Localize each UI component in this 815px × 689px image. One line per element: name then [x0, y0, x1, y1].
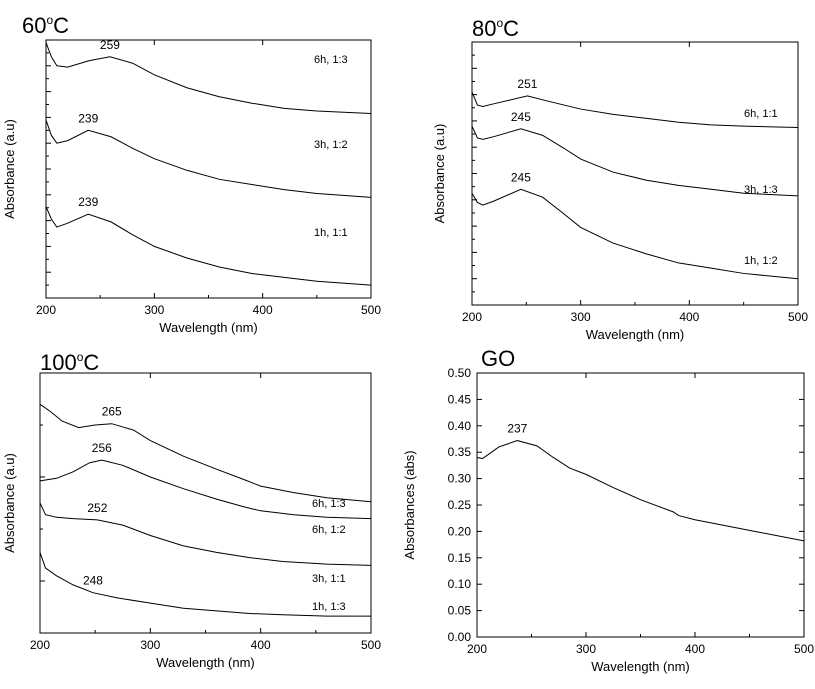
y-tick-label: 0.20 — [448, 524, 472, 538]
peak-label: 256 — [92, 441, 112, 455]
y-tick-label: 0.25 — [448, 498, 472, 512]
peak-label: 237 — [507, 422, 527, 436]
x-tick-label: 200 — [467, 642, 487, 656]
chart-panel-3: GO 200 300 400 500 0.00 0.05 0.10 0.15 0.20 0.25 0.… — [402, 346, 814, 674]
y-axis-label: Absorbance (a.u) — [2, 453, 17, 553]
x-axis-label: Wavelength (nm) — [591, 659, 690, 674]
series-label: 3h, 1:1 — [312, 573, 346, 585]
y-tick-label: 0.50 — [448, 366, 472, 380]
y-axis-label: Absorbances (abs) — [402, 450, 417, 559]
x-tick-label: 500 — [788, 310, 808, 324]
series-label: 1h, 1:1 — [314, 227, 348, 239]
x-tick-label: 400 — [253, 303, 273, 317]
series-line — [45, 119, 372, 198]
panel-title: GO — [481, 346, 515, 371]
panel-title-degree: o — [77, 350, 84, 364]
x-tick-label: 500 — [361, 638, 381, 652]
panel-title-text: 60 — [22, 13, 46, 38]
panel-title-unit: C — [53, 13, 69, 38]
x-tick-label: 300 — [571, 310, 591, 324]
x-tick-label: 200 — [36, 303, 56, 317]
x-tick-label: 200 — [462, 310, 482, 324]
plot-frame — [45, 39, 372, 299]
y-tick-label: 0.45 — [448, 392, 472, 406]
series-line — [45, 42, 372, 115]
series-label: 3h, 1:3 — [744, 184, 778, 196]
panel-title-degree: o — [496, 16, 503, 30]
y-tick-label: 0.05 — [448, 604, 472, 618]
panel-title-text: 100 — [40, 350, 77, 375]
peak-label: 245 — [511, 170, 531, 184]
series-line — [471, 91, 799, 128]
series-label: 6h, 1:3 — [314, 54, 348, 66]
peak-label: 239 — [78, 195, 98, 209]
plot-frame — [476, 372, 805, 638]
x-axis-label: Wavelength (nm) — [159, 320, 258, 335]
x-axis-label: Wavelength (nm) — [156, 655, 255, 670]
x-tick-label: 500 — [361, 303, 381, 317]
panel-title-degree: o — [46, 13, 53, 27]
x-tick-label: 300 — [144, 303, 164, 317]
panel-title-text: GO — [481, 346, 515, 371]
y-tick-label: 0.15 — [448, 551, 472, 565]
series-line — [39, 403, 372, 503]
series-label: 6h, 1:3 — [312, 498, 346, 510]
chart-panel-0: 60oC 200 300 400 500 Wavelength (nm) Absorbanc… — [2, 13, 381, 335]
panel-title: 80oC — [472, 16, 519, 41]
series-line — [39, 552, 371, 617]
peak-label: 245 — [511, 110, 531, 124]
x-tick-label: 200 — [30, 638, 50, 652]
x-axis-label: Wavelength (nm) — [586, 327, 685, 342]
y-tick-label: 0.35 — [448, 445, 472, 459]
series-label: 6h, 1:1 — [744, 108, 778, 120]
peak-label: 248 — [83, 574, 103, 588]
y-axis-label: Absorbance (a.u) — [432, 124, 447, 224]
panel-title-unit: C — [83, 350, 99, 375]
y-tick-label: 0.30 — [448, 472, 472, 486]
series-line — [45, 206, 372, 286]
chart-panel-2: 100oC 200 300 400 500 Wavelength (nm) Absorban… — [2, 350, 381, 670]
series-label: 1h, 1:2 — [744, 255, 778, 267]
y-tick-label: 0.40 — [448, 419, 472, 433]
series-label: 6h, 1:2 — [312, 524, 346, 536]
peak-label: 239 — [78, 111, 98, 125]
series-line — [39, 502, 372, 566]
series-line — [471, 125, 799, 197]
peak-label: 265 — [102, 405, 122, 419]
chart-panel-1: 80oC 200 300 400 500 Wavelength (nm) Absorbanc… — [432, 16, 808, 342]
panel-title: 100oC — [40, 350, 99, 375]
x-tick-label: 400 — [679, 310, 699, 324]
x-tick-label: 400 — [251, 638, 271, 652]
x-tick-label: 400 — [685, 642, 705, 656]
series-label: 1h, 1:3 — [312, 601, 346, 613]
series-line — [476, 440, 805, 542]
series-line — [471, 188, 799, 280]
y-tick-label: 0.10 — [448, 577, 472, 591]
panel-title-unit: C — [503, 16, 519, 41]
peak-label: 259 — [100, 38, 120, 52]
peak-label: 252 — [87, 501, 107, 515]
x-tick-label: 300 — [576, 642, 596, 656]
peak-label: 251 — [517, 77, 537, 91]
series-line — [39, 459, 372, 520]
y-tick-label: 0.00 — [448, 630, 472, 644]
panel-title: 60oC — [22, 13, 69, 38]
x-tick-label: 500 — [794, 642, 814, 656]
panel-title-text: 80 — [472, 16, 496, 41]
series-label: 3h, 1:2 — [314, 139, 348, 151]
y-axis-label: Absorbance (a.u) — [2, 119, 17, 219]
x-tick-label: 300 — [140, 638, 160, 652]
